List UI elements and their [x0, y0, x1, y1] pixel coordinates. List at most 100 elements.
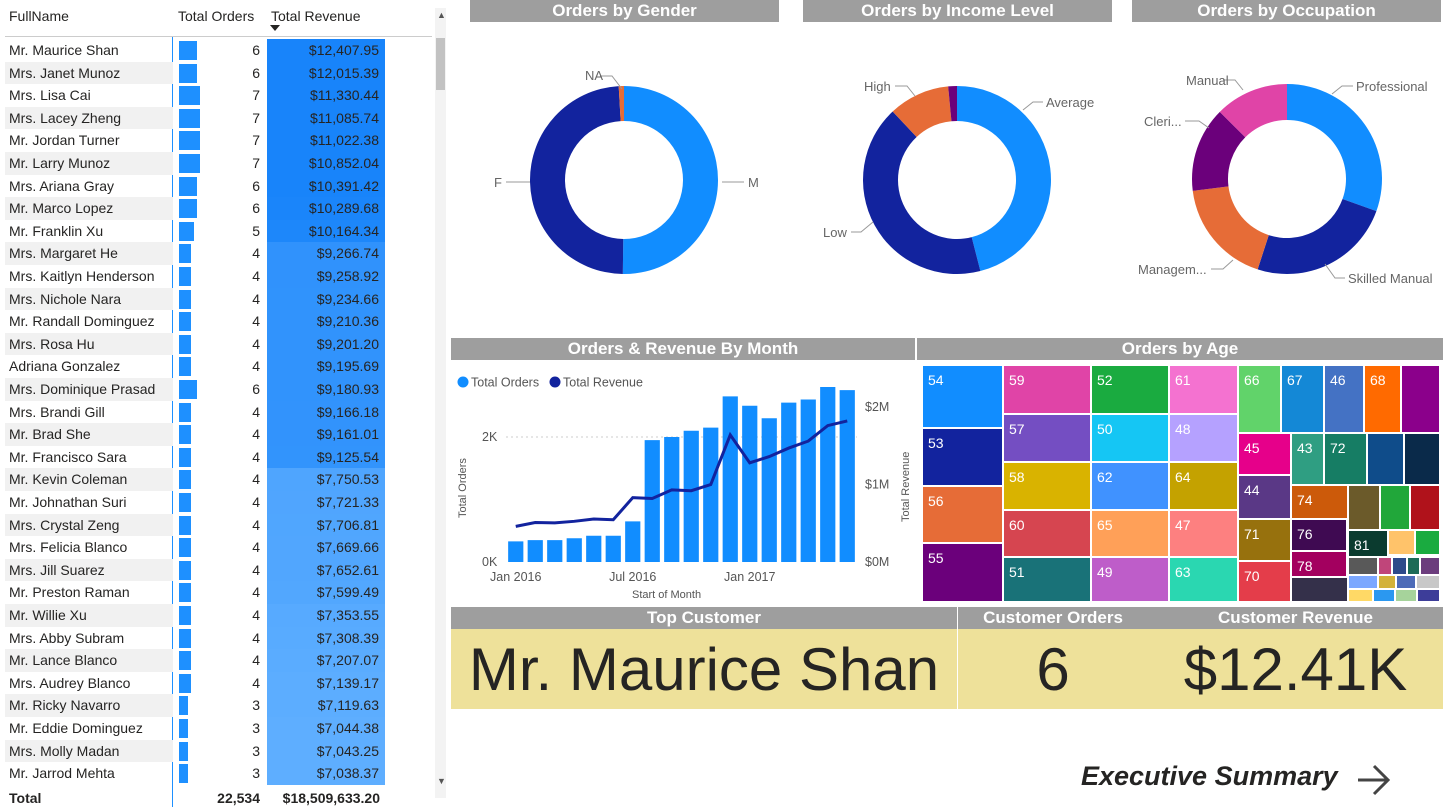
donut-slice-m[interactable] — [622, 86, 718, 274]
donut-slice-na[interactable] — [618, 86, 624, 122]
orders-bar[interactable] — [742, 405, 758, 562]
table-row[interactable]: Mrs. Brandi Gill 4 $9,166.18 — [0, 400, 432, 424]
treemap-cell-age[interactable]: 68 — [1364, 365, 1401, 433]
orders-bar[interactable] — [586, 535, 602, 562]
table-row[interactable]: Mr. Brad She 4 $9,161.01 — [0, 423, 432, 446]
orders-bar[interactable] — [644, 440, 660, 562]
orders-bar[interactable] — [781, 402, 797, 562]
table-row[interactable]: Mr. Maurice Shan 6 $12,407.95 — [0, 39, 432, 62]
table-row[interactable]: Mrs. Kaitlyn Henderson 4 $9,258.92 — [0, 265, 432, 288]
treemap-cell-small[interactable] — [1395, 589, 1417, 602]
donut-slice-management[interactable] — [1192, 186, 1269, 270]
table-row[interactable]: Adriana Gonzalez 4 $9,195.69 — [0, 355, 432, 378]
table-row[interactable]: Mrs. Janet Munoz 6 $12,015.39 — [0, 61, 432, 85]
table-row[interactable]: Mrs. Nichole Nara 4 $9,234.66 — [0, 287, 432, 311]
orders-bar[interactable] — [820, 387, 836, 562]
treemap-cell-small[interactable] — [1407, 557, 1420, 575]
table-row[interactable]: Mr. Kevin Coleman 4 $7,750.53 — [0, 468, 432, 491]
column-header-fullname[interactable]: FullName — [9, 8, 69, 24]
orders-bar[interactable] — [605, 535, 621, 562]
column-header-total-orders[interactable]: Total Orders — [178, 8, 255, 24]
treemap-cell-age[interactable]: 74 — [1291, 485, 1348, 519]
table-row[interactable]: Mr. Randall Dominguez 4 $9,210.36 — [0, 310, 432, 333]
gender-donut-chart[interactable]: NA F M — [460, 24, 790, 324]
treemap-cell-small[interactable] — [1404, 433, 1440, 485]
orders-bar[interactable] — [683, 430, 699, 562]
legend-revenue[interactable]: Total Revenue — [563, 376, 643, 390]
table-row[interactable]: Mrs. Lacey Zheng 7 $11,085.74 — [0, 106, 432, 130]
scroll-down-icon[interactable]: ▼ — [437, 776, 446, 786]
treemap-cell-age[interactable]: 46 — [1324, 365, 1364, 433]
revenue-line[interactable] — [515, 419, 848, 528]
table-row[interactable]: Mr. Jarrod Mehta 3 $7,038.37 — [0, 762, 432, 785]
table-row[interactable]: Mr. Eddie Dominguez 3 $7,044.38 — [0, 717, 432, 740]
treemap-cell-age[interactable]: 50 — [1091, 414, 1169, 462]
scroll-up-icon[interactable]: ▲ — [437, 10, 446, 20]
treemap-cell-small[interactable] — [1373, 589, 1395, 602]
treemap-cell-age[interactable]: 70 — [1238, 561, 1291, 602]
treemap-cell-small[interactable] — [1396, 575, 1416, 589]
orders-bar[interactable] — [527, 540, 543, 562]
treemap-cell-age[interactable]: 76 — [1291, 519, 1347, 551]
donut-slice-professional[interactable] — [1287, 84, 1382, 212]
treemap-cell-age[interactable]: 55 — [922, 543, 1003, 602]
table-row[interactable]: Mrs. Molly Madan 3 $7,043.25 — [0, 739, 432, 763]
treemap-cell-small[interactable] — [1291, 577, 1348, 602]
treemap-cell-age[interactable]: 51 — [1003, 557, 1091, 602]
treemap-cell-small[interactable] — [1420, 557, 1440, 575]
treemap-cell-age[interactable]: 54 — [922, 365, 1003, 428]
orders-bar[interactable] — [703, 427, 719, 562]
donut-slice-average[interactable] — [957, 86, 1051, 272]
executive-summary-nav-button[interactable]: Executive Summary — [1078, 760, 1438, 800]
table-row[interactable]: Mrs. Felicia Blanco 4 $7,669.66 — [0, 536, 432, 559]
orders-bar[interactable] — [839, 390, 855, 562]
table-row[interactable]: Mr. Willie Xu 4 $7,353.55 — [0, 604, 432, 627]
treemap-cell-age[interactable]: 66 — [1238, 365, 1281, 433]
table-row[interactable]: Mr. Jordan Turner 7 $11,022.38 — [0, 129, 432, 152]
treemap-cell-age[interactable]: 78 — [1291, 551, 1347, 577]
table-row[interactable]: Mrs. Jill Suarez 4 $7,652.61 — [0, 558, 432, 582]
orders-bar[interactable] — [566, 538, 582, 562]
treemap-cell-age[interactable]: 49 — [1091, 557, 1169, 602]
table-row[interactable]: Mrs. Ariana Gray 6 $10,391.42 — [0, 174, 432, 198]
donut-slice-clerical[interactable] — [1192, 111, 1246, 191]
treemap-cell-age[interactable]: 44 — [1238, 475, 1291, 519]
treemap-cell-age[interactable]: 45 — [1238, 433, 1291, 475]
orders-bar[interactable] — [761, 418, 777, 562]
treemap-cell-small[interactable] — [1367, 433, 1404, 485]
treemap-cell-age[interactable]: 56 — [922, 486, 1003, 543]
table-row[interactable]: Mr. Franklin Xu 5 $10,164.34 — [0, 219, 432, 243]
treemap-cell-age[interactable]: 63 — [1169, 557, 1238, 602]
table-scrollbar[interactable]: ▲ ▼ — [435, 8, 446, 798]
treemap-cell-small[interactable] — [1378, 557, 1392, 575]
table-row[interactable]: Mrs. Dominique Prasad 6 $9,180.93 — [0, 378, 432, 401]
table-row[interactable]: Mrs. Abby Subram 4 $7,308.39 — [0, 626, 432, 650]
table-row[interactable]: Mrs. Lisa Cai 7 $11,330.44 — [0, 84, 432, 107]
orders-bar[interactable] — [664, 437, 680, 562]
treemap-cell-small[interactable] — [1392, 557, 1407, 575]
treemap-cell-age[interactable]: 57 — [1003, 414, 1091, 462]
treemap-cell-age[interactable]: 43 — [1291, 433, 1324, 485]
treemap-cell-small[interactable] — [1401, 365, 1440, 433]
treemap-cell-age[interactable]: 72 — [1324, 433, 1367, 485]
table-row[interactable]: Mrs. Crystal Zeng 4 $7,706.81 — [0, 513, 432, 537]
age-treemap[interactable]: 54 53 56 55 59 57 58 60 51 52 50 62 65 49 61 48 64 47 63 66… — [922, 365, 1440, 602]
treemap-cell-age[interactable]: 48 — [1169, 414, 1238, 462]
donut-slice-low[interactable] — [863, 111, 981, 274]
treemap-cell-small[interactable] — [1417, 589, 1440, 602]
legend-orders[interactable]: Total Orders — [471, 376, 539, 390]
table-row[interactable]: Mr. Marco Lopez 6 $10,289.68 — [0, 197, 432, 220]
orders-bar[interactable] — [547, 540, 563, 562]
treemap-cell-age[interactable]: 71 — [1238, 519, 1291, 561]
table-row[interactable]: Mrs. Audrey Blanco 4 $7,139.17 — [0, 671, 432, 695]
treemap-cell-small[interactable] — [1348, 575, 1378, 589]
treemap-cell-small[interactable] — [1348, 557, 1378, 575]
donut-slice-high[interactable] — [892, 86, 952, 137]
table-row[interactable]: Mr. Johnathan Suri 4 $7,721.33 — [0, 491, 432, 514]
table-row[interactable]: Mrs. Margaret He 4 $9,266.74 — [0, 242, 432, 265]
treemap-cell-age[interactable]: 47 — [1169, 510, 1238, 557]
donut-slice-skilled-manual[interactable] — [1257, 198, 1377, 274]
treemap-cell-age[interactable]: 61 — [1169, 365, 1238, 414]
treemap-cell-small[interactable] — [1415, 530, 1440, 555]
orders-revenue-combo-chart[interactable]: Total Orders Total Revenue Total Orders … — [451, 362, 915, 602]
